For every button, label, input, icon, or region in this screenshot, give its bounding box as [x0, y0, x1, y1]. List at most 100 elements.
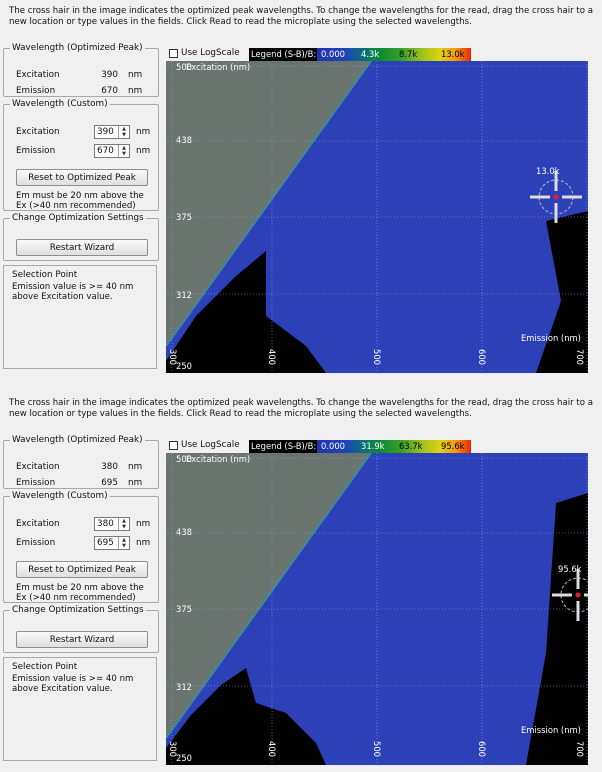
- y-tick-label: 250: [176, 753, 192, 763]
- opt-excitation-label: Excitation: [16, 462, 60, 472]
- spin-down-icon[interactable]: ▼: [122, 132, 126, 138]
- heatmap-low-signal-region: [536, 211, 588, 373]
- change-settings-title: Change Optimization Settings: [12, 213, 144, 223]
- custom-emission-label: Emission: [16, 538, 56, 548]
- y-tick-label: 500: [176, 62, 192, 72]
- change-settings-group: Change Optimization Settings Restart Wiz…: [3, 605, 159, 653]
- log-scale-checkbox[interactable]: [169, 441, 178, 450]
- heatmap-canvas[interactable]: Excitation (nm) Emission (nm) 500 438 37…: [166, 453, 588, 765]
- custom-note: Em must be 20 nm above the Ex (>40 nm re…: [16, 583, 144, 603]
- heatmap-low-signal-region: [526, 493, 588, 765]
- emission-spinbox[interactable]: 670 ▲ ▼: [94, 144, 130, 158]
- legend-tick: 13.0k: [441, 49, 465, 59]
- heatmap-low-signal-region: [166, 668, 326, 765]
- spin-down-icon[interactable]: ▼: [122, 151, 126, 157]
- custom-excitation-label: Excitation: [16, 127, 60, 137]
- spin-down-icon[interactable]: ▼: [122, 524, 126, 530]
- custom-wavelength-group: Wavelength (Custom) Excitation 390 ▲ ▼ nm…: [3, 99, 159, 211]
- legend-tick: 8.7k: [399, 49, 418, 59]
- x-tick-label: 700: [575, 741, 585, 757]
- legend-tick: 4.3k: [361, 49, 380, 59]
- reset-optimized-peak-button[interactable]: Reset to Optimized Peak: [16, 561, 148, 578]
- legend-tick: 95.6k: [441, 441, 465, 451]
- spin-down-icon[interactable]: ▼: [122, 543, 126, 549]
- log-scale-label[interactable]: Use LogScale: [181, 440, 240, 450]
- y-axis-label: Excitation (nm): [186, 454, 251, 464]
- selection-point-box: Selection Point Emission value is >= 40 …: [3, 265, 157, 369]
- opt-emission-unit: nm: [128, 478, 143, 488]
- log-scale-label[interactable]: Use LogScale: [181, 48, 240, 58]
- emission-spinbox-value: 695: [97, 538, 114, 548]
- legend-color-bar: 0.000 31.9k 63.7k 95.6k: [317, 440, 471, 453]
- opt-emission-label: Emission: [16, 86, 56, 96]
- optimization-panel-2: The cross hair in the image indicates th…: [0, 392, 602, 765]
- x-tick-label: 400: [267, 349, 277, 365]
- emission-spinbox-value: 670: [97, 146, 114, 156]
- restart-wizard-button[interactable]: Restart Wizard: [16, 239, 148, 256]
- wavelength-heatmap: Use LogScale Legend (S-B)/B: 0.000 31.9k…: [166, 437, 588, 765]
- settings-sidebar: Wavelength (Optimized Peak) Excitation 3…: [3, 43, 161, 373]
- legend-tick: 31.9k: [361, 441, 385, 451]
- change-settings-group: Change Optimization Settings Restart Wiz…: [3, 213, 159, 261]
- excitation-spinbox[interactable]: 380 ▲ ▼: [94, 517, 130, 531]
- spin-up-icon[interactable]: ▲: [122, 145, 126, 151]
- spin-up-icon[interactable]: ▲: [122, 126, 126, 132]
- optimized-peak-group: Wavelength (Optimized Peak) Excitation 3…: [3, 435, 159, 489]
- legend-tick: 0.000: [321, 441, 345, 451]
- excitation-spin-arrows[interactable]: ▲ ▼: [118, 126, 129, 138]
- x-tick-label: 700: [575, 349, 585, 365]
- spin-up-icon[interactable]: ▲: [122, 537, 126, 543]
- excitation-spinbox[interactable]: 390 ▲ ▼: [94, 125, 130, 139]
- x-tick-label: 400: [267, 741, 277, 757]
- legend-label: Legend (S-B)/B:: [249, 440, 317, 453]
- heatmap-svg[interactable]: [166, 453, 588, 765]
- opt-excitation-value: 390: [101, 70, 118, 80]
- spin-up-icon[interactable]: ▲: [122, 518, 126, 524]
- optimized-peak-title: Wavelength (Optimized Peak): [12, 435, 143, 445]
- change-settings-title: Change Optimization Settings: [12, 605, 144, 615]
- y-tick-label: 312: [176, 682, 192, 692]
- instructions-text: The cross hair in the image indicates th…: [9, 398, 594, 419]
- x-tick-label: 600: [477, 741, 487, 757]
- custom-note: Em must be 20 nm above the Ex (>40 nm re…: [16, 191, 144, 211]
- opt-excitation-unit: nm: [128, 462, 143, 472]
- selection-point-box: Selection Point Emission value is >= 40 …: [3, 657, 157, 761]
- heatmap-toolbar: Use LogScale Legend (S-B)/B: 0.000 31.9k…: [166, 437, 588, 453]
- y-tick-label: 250: [176, 361, 192, 371]
- custom-wavelength-title: Wavelength (Custom): [12, 99, 108, 109]
- opt-emission-label: Emission: [16, 478, 56, 488]
- x-tick-label: 300: [168, 349, 178, 365]
- x-tick-label: 500: [372, 741, 382, 757]
- x-tick-label: 600: [477, 349, 487, 365]
- heatmap-svg[interactable]: [166, 61, 588, 373]
- emission-spin-arrows[interactable]: ▲ ▼: [118, 145, 129, 157]
- y-tick-label: 500: [176, 454, 192, 464]
- log-scale-checkbox[interactable]: [169, 49, 178, 58]
- reset-optimized-peak-button[interactable]: Reset to Optimized Peak: [16, 169, 148, 186]
- opt-emission-unit: nm: [128, 86, 143, 96]
- excitation-spin-arrows[interactable]: ▲ ▼: [118, 518, 129, 530]
- selection-point-title: Selection Point: [12, 662, 78, 672]
- legend-tick: 0.000: [321, 49, 345, 59]
- custom-excitation-unit: nm: [136, 127, 151, 137]
- heatmap-toolbar: Use LogScale Legend (S-B)/B: 0.000 4.3k …: [166, 45, 588, 61]
- emission-spin-arrows[interactable]: ▲ ▼: [118, 537, 129, 549]
- emission-spinbox[interactable]: 695 ▲ ▼: [94, 536, 130, 550]
- x-tick-label: 500: [372, 349, 382, 365]
- heatmap-canvas[interactable]: Excitation (nm) Emission (nm) 500 438 37…: [166, 61, 588, 373]
- custom-emission-label: Emission: [16, 146, 56, 156]
- opt-excitation-label: Excitation: [16, 70, 60, 80]
- settings-sidebar: Wavelength (Optimized Peak) Excitation 3…: [3, 435, 161, 765]
- y-tick-label: 375: [176, 604, 192, 614]
- y-tick-label: 375: [176, 212, 192, 222]
- peak-value-label: 13.0k: [536, 166, 560, 176]
- crosshair-icon[interactable]: [530, 171, 582, 223]
- optimized-peak-group: Wavelength (Optimized Peak) Excitation 3…: [3, 43, 159, 97]
- x-tick-label: 300: [168, 741, 178, 757]
- custom-emission-unit: nm: [136, 146, 151, 156]
- restart-wizard-button[interactable]: Restart Wizard: [16, 631, 148, 648]
- crosshair-icon[interactable]: [552, 569, 588, 621]
- wavelength-heatmap: Use LogScale Legend (S-B)/B: 0.000 4.3k …: [166, 45, 588, 373]
- opt-excitation-value: 380: [101, 462, 118, 472]
- opt-emission-value: 695: [101, 478, 118, 488]
